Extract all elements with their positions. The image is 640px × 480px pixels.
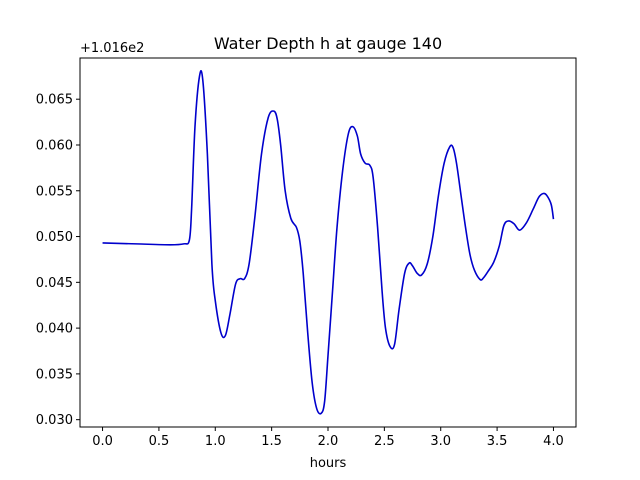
x-tick-label: 2.0 (318, 434, 339, 449)
y-tick-label: 0.055 (36, 184, 73, 199)
x-tick-label: 1.5 (261, 434, 282, 449)
y-tick-label: 0.050 (36, 230, 73, 245)
x-axis-label: hours (310, 456, 347, 471)
x-tick-label: 3.5 (487, 434, 508, 449)
y-tick-label: 0.045 (36, 276, 73, 291)
x-axis-ticks: 0.0 0.5 1.0 1.5 2.0 2.5 3.0 3.5 4.0 (92, 427, 564, 449)
chart-title: Water Depth h at gauge 140 (214, 34, 442, 53)
x-tick-label: 3.0 (430, 434, 451, 449)
x-tick-label: 4.0 (543, 434, 564, 449)
series-line (102, 70, 555, 415)
x-tick-label: 0.5 (149, 434, 170, 449)
x-tick-label: 0.0 (92, 434, 113, 449)
x-tick-label: 1.0 (205, 434, 226, 449)
y-tick-label: 0.035 (36, 367, 73, 382)
y-tick-label: 0.030 (36, 413, 73, 428)
y-tick-label: 0.065 (36, 93, 73, 108)
series-layer (102, 70, 555, 415)
x-tick-label: 2.5 (374, 434, 395, 449)
y-tick-label: 0.060 (36, 138, 73, 153)
y-offset-label: +1.016e2 (80, 41, 144, 56)
y-tick-label: 0.040 (36, 322, 73, 337)
y-axis-ticks: 0.030 0.035 0.040 0.045 0.050 0.055 0.060 0.065 (36, 93, 80, 428)
plot-frame (79, 57, 577, 428)
